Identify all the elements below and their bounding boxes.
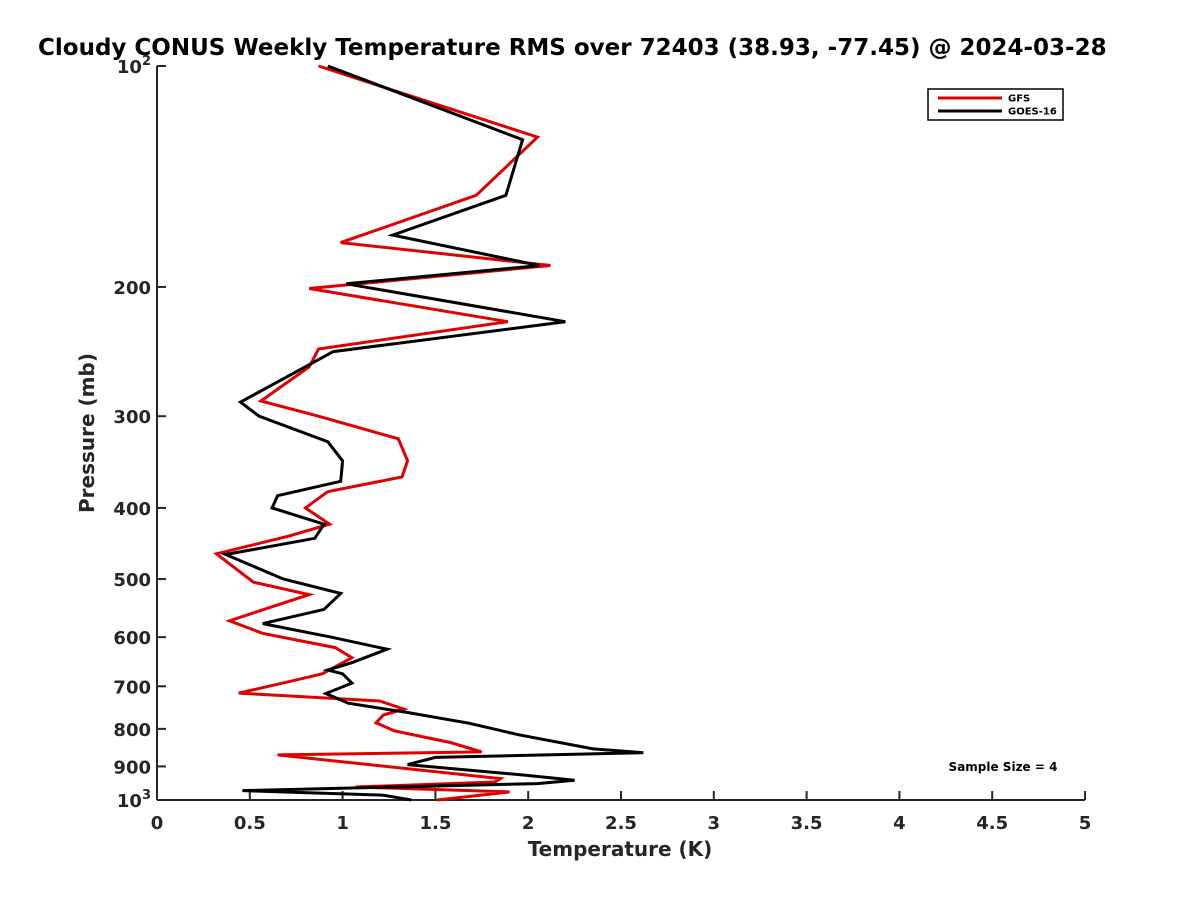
chart-title: Cloudy CONUS Weekly Temperature RMS over… [38,35,1107,61]
x-tick-label: 0 [151,813,164,834]
series-line-goes-16 [220,64,644,802]
legend: GFS GOES-16 [927,88,1064,121]
x-axis-label: Temperature (K) [528,837,713,861]
x-tick-label: 5 [1079,813,1092,834]
x-tick-label: 2 [522,813,535,834]
x-tick-label: 2.5 [605,813,637,834]
x-tick-label: 3.5 [791,813,823,834]
sample-size-annotation: Sample Size = 4 [949,760,1058,774]
y-axis-label: Pressure (mb) [75,353,99,513]
x-tick-label: 0.5 [234,813,266,834]
y-tick-label: 800 [113,720,151,741]
legend-label-gfs: GFS [1008,94,1030,105]
series-line-gfs [213,64,551,802]
y-tick-label: 900 [113,757,151,778]
x-tick-label: 1 [336,813,349,834]
series-lines [213,64,644,802]
y-tick-label: 300 [113,407,151,428]
y-tick-label: 103 [117,788,151,812]
y-tick-label: 400 [113,499,151,520]
x-tick-label: 4.5 [976,813,1008,834]
y-tick-label: 102 [117,54,151,78]
y-tick-label: 700 [113,677,151,698]
x-tick-label: 4 [893,813,906,834]
y-tick-label: 200 [113,278,151,299]
x-tick-label: 1.5 [419,813,451,834]
tick-labels: 0 0.5 1 1.5 2 2.5 3 3.5 4 4.5 5 102 200 300 400 500 600 7… [113,54,1091,834]
y-tick-label: 600 [113,628,151,649]
axes [156,65,1086,801]
legend-box [927,88,1064,121]
x-tick-label: 3 [708,813,721,834]
y-tick-label: 500 [113,570,151,591]
legend-label-goes-16: GOES-16 [1008,107,1057,118]
